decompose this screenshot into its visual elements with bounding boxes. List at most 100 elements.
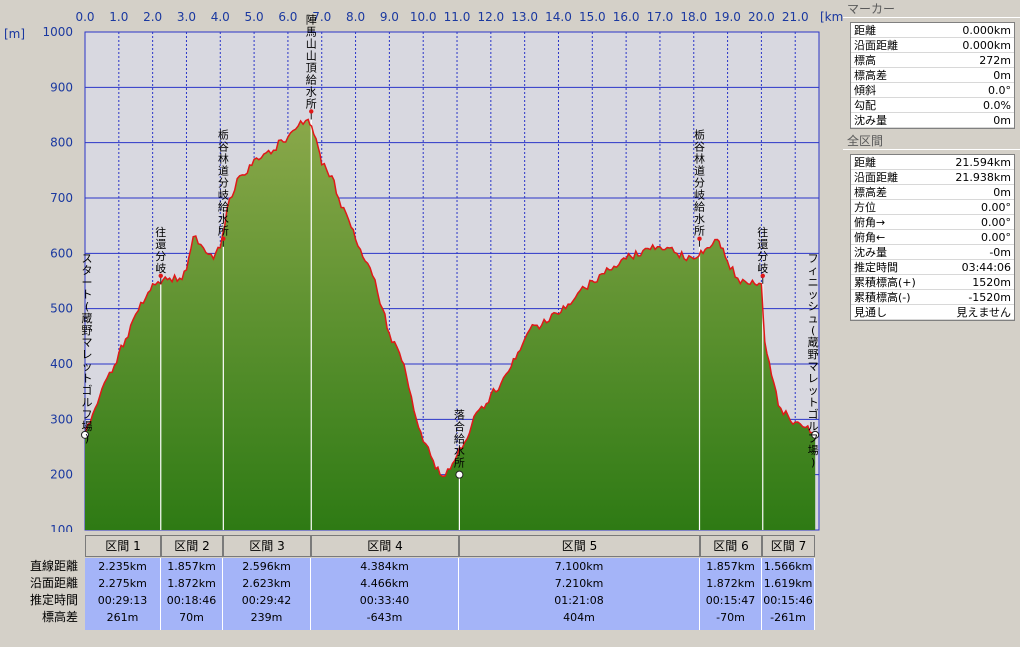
x-tick-label: 13.0 — [511, 10, 538, 24]
waypoint-pin-head — [158, 273, 163, 278]
waypoint-label: 往還分岐 — [757, 225, 768, 275]
y-tick-labels: 1000 900 800 700 600 500 400 300 200 100 — [42, 25, 73, 532]
segment-surface: 4.466km — [360, 577, 409, 590]
x-unit-label: [km] — [820, 10, 843, 24]
segment-elev: 239m — [250, 611, 283, 624]
segment-header[interactable]: 区間 4 — [311, 535, 459, 557]
segment-row-label: 標高差 — [41, 610, 78, 624]
total-value: 1520m — [972, 276, 1011, 289]
waypoint-label: スタート(蔵野マレットゴルフ場) — [82, 252, 93, 445]
segment-surface: 1.872km — [167, 577, 216, 590]
segment-surface: 7.210km — [554, 577, 604, 590]
y-tick-label: 1000 — [42, 25, 73, 39]
total-value: 21.594km — [955, 156, 1011, 169]
segment-header[interactable]: 区間 7 — [762, 535, 815, 557]
elevation-area — [85, 119, 816, 531]
y-tick-label: 700 — [50, 191, 73, 205]
marker-row: 沈み量 0m — [851, 113, 1014, 128]
total-value: -1520m — [968, 291, 1011, 304]
segment-elev: -70m — [716, 611, 745, 624]
x-tick-label: 0.0 — [75, 10, 94, 24]
y-tick-label: 800 — [50, 136, 73, 150]
total-row: 見通し 見えません — [851, 305, 1014, 320]
total-value: 0.00° — [981, 216, 1011, 229]
waypoint-pin-head — [697, 236, 702, 241]
x-tick-label: 20.0 — [748, 10, 775, 24]
total-panel-title: 全区間 — [843, 132, 1020, 150]
marker-value: 0.0% — [983, 99, 1011, 112]
total-label: 見通し — [854, 306, 887, 319]
total-label: 距離 — [854, 156, 876, 169]
x-tick-label: 4.0 — [211, 10, 230, 24]
segment-header[interactable]: 区間 6 — [700, 535, 762, 557]
waypoint-labels: スタート(蔵野マレットゴルフ場) 往還分岐 栃谷林道分岐給水所 陣馬山山頂給水所落合給… — [82, 13, 819, 469]
segment-header[interactable]: 区間 1 — [85, 535, 161, 557]
total-value: 0.00° — [981, 201, 1011, 214]
x-tick-label: 19.0 — [714, 10, 741, 24]
x-tick-label: 9.0 — [380, 10, 399, 24]
x-tick-label: 6.0 — [278, 10, 297, 24]
x-tick-label: 8.0 — [346, 10, 365, 24]
waypoint-label: 栃谷林道分岐給水所 — [694, 128, 705, 238]
segment-values: 4.384km 4.466km 00:33:40 -643m — [311, 558, 459, 630]
waypoint-label: 往還分岐 — [155, 225, 166, 275]
segment-straight: 1.857km — [706, 560, 755, 573]
total-panel: 距離 21.594km 沿面距離 21.938km 標高差 0m 方位 0.00° 俯角→ 0.0… — [850, 154, 1015, 321]
y-tick-label: 200 — [50, 468, 73, 482]
total-label: 沈み量 — [854, 246, 887, 259]
segment-row-label: 沿面距離 — [29, 576, 78, 590]
segment-values: 7.100km 7.210km 01:21:08 404m — [459, 558, 700, 630]
segment-elev: -643m — [366, 611, 403, 624]
x-tick-label: 17.0 — [647, 10, 674, 24]
y-tick-label: 400 — [50, 357, 73, 371]
x-tick-label: 3.0 — [177, 10, 196, 24]
y-tick-label: 300 — [50, 412, 73, 426]
segment-elev: 404m — [563, 611, 595, 624]
segment-elev: 70m — [179, 611, 204, 624]
segment-surface: 1.619km — [763, 577, 813, 590]
segment-row-label: 推定時間 — [29, 593, 78, 607]
segment-time: 00:15:46 — [763, 594, 813, 607]
elevation-line — [84, 118, 816, 478]
segment-straight: 7.100km — [554, 560, 604, 573]
waypoint-label: フィニッシュ(蔵野マレットゴルフ場) — [808, 252, 819, 469]
total-value: -0m — [989, 246, 1011, 259]
segment-time: 01:21:08 — [554, 594, 604, 607]
total-label: 沿面距離 — [854, 171, 898, 184]
marker-label: 傾斜 — [854, 84, 876, 97]
segment-straight: 1.566km — [763, 560, 813, 573]
segment-header[interactable]: 区間 3 — [223, 535, 311, 557]
segment-header[interactable]: 区間 2 — [161, 535, 223, 557]
segment-time: 00:18:46 — [166, 594, 217, 607]
x-tick-label: 14.0 — [545, 10, 572, 24]
marker-row: 沿面距離 0.000km — [851, 38, 1014, 53]
info-sidebar: マーカー 距離 0.000km 沿面距離 0.000km 標高 272m 標高差 0m 傾斜 0.… — [843, 0, 1020, 647]
waypoint-label: 栃谷林道分岐給水所 — [218, 128, 229, 238]
marker-row: 傾斜 0.0° — [851, 83, 1014, 98]
y-tick-label: 500 — [50, 302, 73, 316]
segment-straight: 4.384km — [360, 560, 409, 573]
total-label: 標高差 — [854, 186, 887, 199]
x-tick-label: 10.0 — [410, 10, 437, 24]
marker-label: 勾配 — [854, 99, 876, 112]
elevation-chart: 0.0 1.0 2.0 3.0 4.0 5.0 6.0 7.0 8.0 9.0 10.0 11.0 12… — [4, 10, 843, 532]
total-label: 累積標高(-) — [854, 291, 911, 304]
total-row: 俯角→ 0.00° — [851, 215, 1014, 230]
marker-row: 距離 0.000km — [851, 23, 1014, 38]
total-row: 沈み量 -0m — [851, 245, 1014, 260]
x-tick-label: 7.0 — [312, 10, 331, 24]
marker-label: 沿面距離 — [854, 39, 898, 52]
marker-value: 272m — [979, 54, 1011, 67]
marker-row: 標高差 0m — [851, 68, 1014, 83]
total-label: 方位 — [854, 201, 876, 214]
x-tick-label: 2.0 — [143, 10, 162, 24]
marker-label: 標高差 — [854, 69, 887, 82]
x-tick-label: 12.0 — [477, 10, 504, 24]
segment-elev: 261m — [106, 611, 139, 624]
segment-surface: 2.275km — [98, 577, 147, 590]
waypoint-pin-head — [760, 273, 765, 278]
x-tick-label: 15.0 — [579, 10, 606, 24]
segment-header[interactable]: 区間 5 — [459, 535, 700, 557]
waypoint-pin-head — [221, 236, 226, 241]
y-tick-label: 900 — [50, 80, 73, 94]
